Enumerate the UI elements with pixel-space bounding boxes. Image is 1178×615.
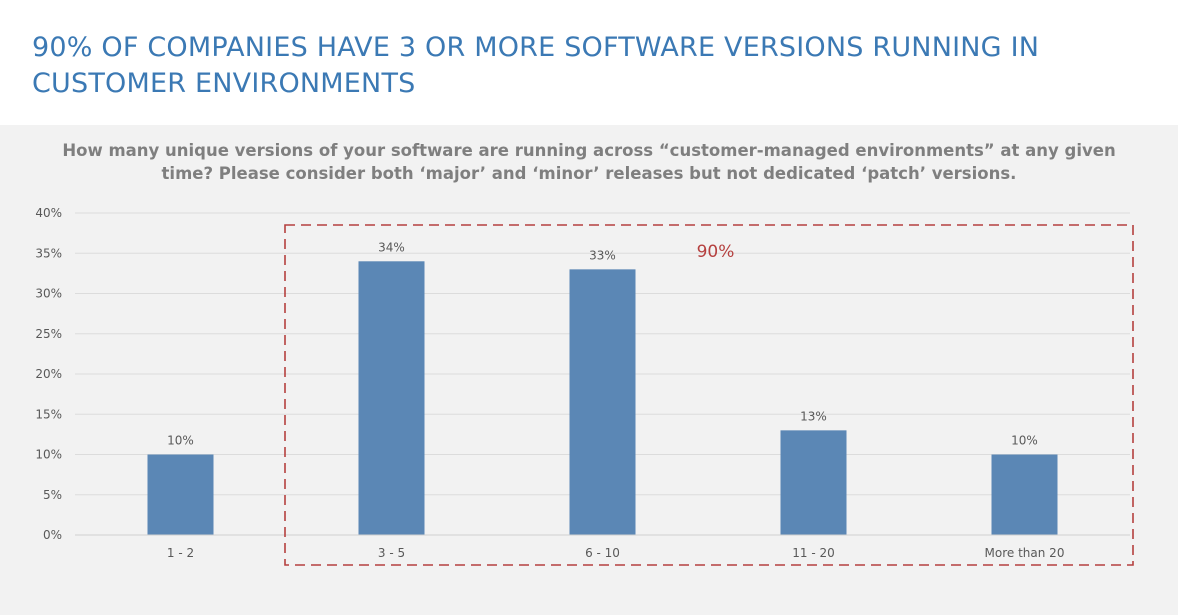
bar (991, 454, 1058, 535)
slide-title: 90% of companies have 3 or more software… (32, 32, 1040, 99)
y-tick-label: 25% (35, 327, 62, 341)
chart-title: How many unique versions of your softwar… (62, 141, 1116, 183)
data-label: 33% (589, 248, 616, 262)
bar-chart: 0% 5% 10% 15% 20% 25% 30% 35% 40% 10% 1 - 2 34% 3 - … (35, 206, 1134, 566)
y-tick-label: 0% (43, 528, 62, 542)
category-label: 6 - 10 (585, 546, 620, 560)
y-tick-label: 15% (35, 407, 62, 421)
y-tick-label: 20% (35, 367, 62, 381)
bar (358, 261, 425, 535)
y-tick-label: 10% (35, 448, 62, 462)
annotation-label: 90% (697, 242, 735, 262)
category-label: More than 20 (985, 546, 1065, 560)
annotation-box (284, 224, 1134, 566)
data-label: 13% (800, 409, 827, 423)
category-label: 11 - 20 (792, 546, 835, 560)
bar (147, 454, 214, 535)
bar (569, 269, 636, 535)
category-label: 3 - 5 (378, 546, 405, 560)
y-tick-label: 40% (35, 206, 62, 220)
y-tick-label: 5% (43, 488, 62, 502)
data-label: 10% (167, 434, 194, 448)
bar (780, 430, 847, 535)
data-label: 34% (378, 240, 405, 254)
category-label: 1 - 2 (167, 546, 194, 560)
y-tick-label: 30% (35, 287, 62, 301)
y-tick-label: 35% (35, 246, 62, 260)
data-label: 10% (1011, 434, 1038, 448)
chart-panel: How many unique versions of your softwar… (0, 125, 1178, 615)
